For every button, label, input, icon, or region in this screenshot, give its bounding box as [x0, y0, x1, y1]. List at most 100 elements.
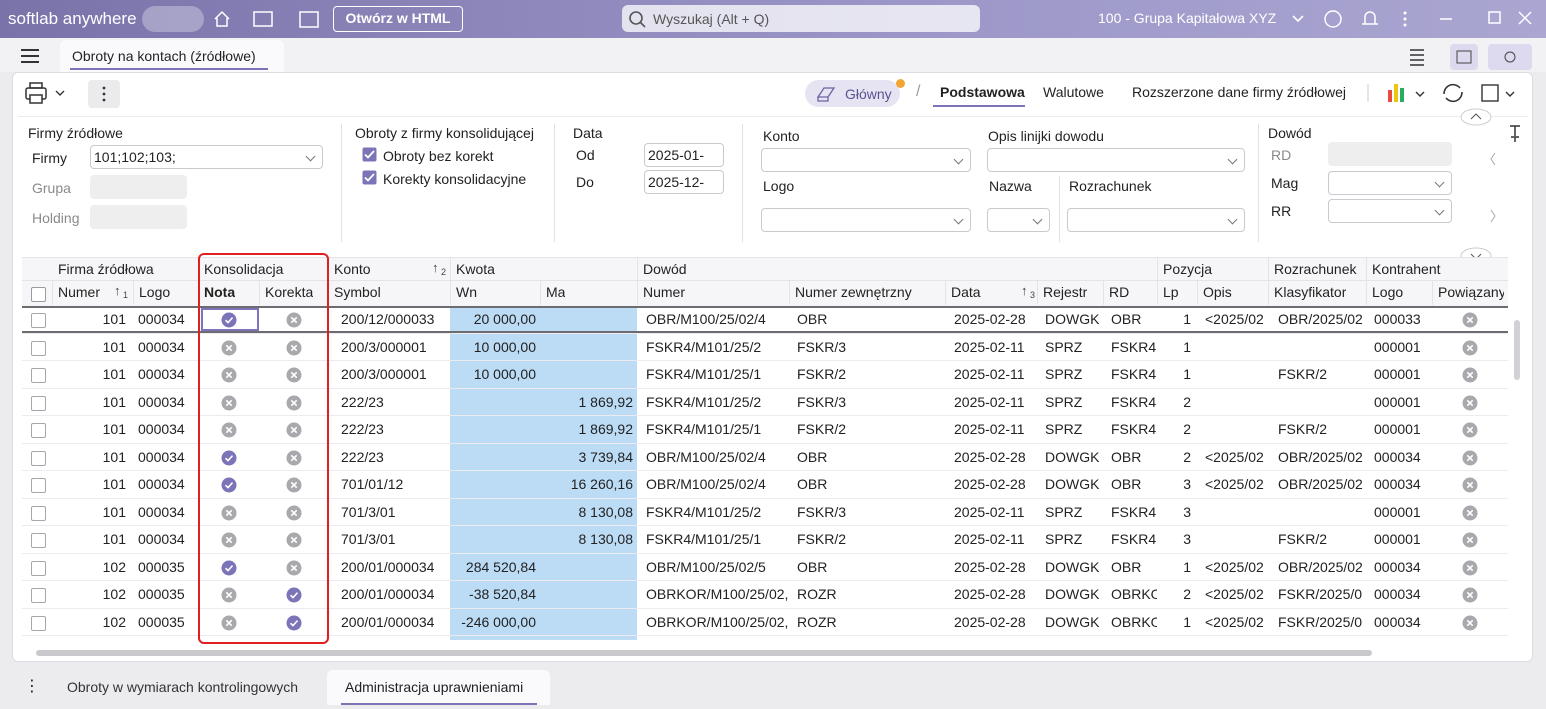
- column-header[interactable]: Opis: [1203, 284, 1232, 300]
- icon: [1462, 367, 1478, 383]
- bottom-tab[interactable]: Obroty w wymiarach kontrolingowych: [67, 679, 298, 695]
- status-icon: [1462, 587, 1478, 603]
- icon: [1462, 340, 1478, 356]
- cell: 000035: [133, 581, 198, 608]
- cell: OBR/M100/25/02/4: [637, 471, 789, 498]
- header-divider: [1268, 257, 1269, 280]
- cell: 000034: [1366, 581, 1432, 608]
- row-checkbox[interactable]: [31, 478, 46, 493]
- icon: [1462, 560, 1478, 576]
- cell: 1: [1157, 334, 1197, 361]
- cell: FSKR/3: [789, 389, 945, 416]
- row-checkbox[interactable]: [31, 368, 46, 383]
- cell: OBRKOR/M100/25/02,: [637, 581, 789, 608]
- status-icon: [1462, 505, 1478, 521]
- status-icon: [1462, 450, 1478, 466]
- sort-icon: ↑: [432, 260, 439, 275]
- cell: FSKR/2025/0: [1268, 581, 1366, 608]
- header-divider: [1197, 280, 1198, 305]
- cell: DOWGK: [1037, 609, 1103, 636]
- header-divider: [1103, 280, 1104, 305]
- cell: 000035: [133, 609, 198, 636]
- cell: OBR: [789, 444, 945, 471]
- cell: 000001: [1366, 526, 1432, 553]
- column-header[interactable]: Logo: [1372, 284, 1403, 300]
- column-header[interactable]: Powiązany: [1438, 284, 1504, 300]
- column-header[interactable]: Data: [951, 284, 981, 300]
- cell: -246 000,00: [450, 609, 540, 636]
- icon: [1462, 422, 1478, 438]
- column-header[interactable]: Numer zewnętrzny: [795, 284, 912, 300]
- column-header[interactable]: Numer: [58, 284, 100, 300]
- cell: FSKR/3: [789, 499, 945, 526]
- cell: FSKR4: [1103, 526, 1157, 553]
- h-scrollbar[interactable]: [36, 650, 1372, 656]
- cell: 200/01/000034: [328, 554, 450, 581]
- cell: 000034: [133, 471, 198, 498]
- v-scrollbar[interactable]: [1514, 320, 1520, 380]
- header-divider: [450, 280, 451, 305]
- cell: 102: [52, 554, 130, 581]
- group-header: Kwota: [456, 261, 495, 277]
- cell: OBR/2025/02: [1268, 444, 1366, 471]
- cell: 222/23: [328, 416, 450, 443]
- cell: DOWGK: [1037, 471, 1103, 498]
- cell: OBR/2025/02: [1268, 471, 1366, 498]
- cell: FSKR4: [1103, 361, 1157, 388]
- sort-order: 1: [123, 290, 128, 300]
- row-checkbox[interactable]: [31, 451, 46, 466]
- cell: 2025-02-11: [945, 499, 1037, 526]
- more-button[interactable]: ⋮: [24, 676, 40, 696]
- cell: FSKR4/M101/25/2: [637, 334, 789, 361]
- cell: 1 869,92: [540, 389, 637, 416]
- cell: SPRZ: [1037, 416, 1103, 443]
- cell: 000034: [133, 526, 198, 553]
- row-checkbox[interactable]: [31, 341, 46, 356]
- highlight-box: [198, 253, 329, 644]
- column-header[interactable]: RD: [1109, 284, 1129, 300]
- header-divider: [1366, 257, 1367, 280]
- cell: FSKR/2: [1268, 361, 1366, 388]
- cell: OBR/2025/02: [1268, 554, 1366, 581]
- cell: 101: [52, 361, 130, 388]
- header-divider: [52, 280, 53, 305]
- cell: OBRKO: [1103, 609, 1157, 636]
- row-checkbox[interactable]: [31, 533, 46, 548]
- column-header[interactable]: Numer: [643, 284, 685, 300]
- column-header[interactable]: Klasyfikator: [1274, 284, 1346, 300]
- sort-icon: ↑: [114, 283, 121, 298]
- cell: SPRZ: [1037, 526, 1103, 553]
- column-header[interactable]: Logo: [139, 284, 170, 300]
- cell: 284 520,84: [450, 554, 540, 581]
- cell: 000001: [1366, 334, 1432, 361]
- header-divider: [789, 280, 790, 305]
- header-checkbox[interactable]: [31, 287, 46, 302]
- cell: 8 130,08: [540, 526, 637, 553]
- cell: 000034: [133, 499, 198, 526]
- column-header[interactable]: Wn: [456, 284, 477, 300]
- status-icon: [1462, 422, 1478, 438]
- column-header[interactable]: Rejestr: [1043, 284, 1087, 300]
- column-header[interactable]: Lp: [1163, 284, 1179, 300]
- row-checkbox[interactable]: [31, 506, 46, 521]
- cell: OBR/M100/25/02/5: [637, 554, 789, 581]
- row-checkbox[interactable]: [31, 616, 46, 631]
- cell: 000035: [133, 554, 198, 581]
- column-header[interactable]: Symbol: [334, 284, 381, 300]
- header-divider: [450, 257, 451, 280]
- row-checkbox[interactable]: [31, 561, 46, 576]
- cell: <2025/02: [1197, 444, 1268, 471]
- cell: 000001: [1366, 416, 1432, 443]
- header-divider: [133, 280, 134, 305]
- icon: [1462, 532, 1478, 548]
- row-checkbox[interactable]: [31, 423, 46, 438]
- column-header[interactable]: Ma: [546, 284, 565, 300]
- group-header: Pozycja: [1163, 261, 1212, 277]
- bottom-tab-active[interactable]: Administracja uprawnieniami: [327, 670, 550, 705]
- cell: FSKR/2: [1268, 526, 1366, 553]
- cell: 000034: [133, 361, 198, 388]
- cell: 1: [1157, 554, 1197, 581]
- row-checkbox[interactable]: [31, 588, 46, 603]
- cell: 2025-02-28: [945, 444, 1037, 471]
- row-checkbox[interactable]: [31, 396, 46, 411]
